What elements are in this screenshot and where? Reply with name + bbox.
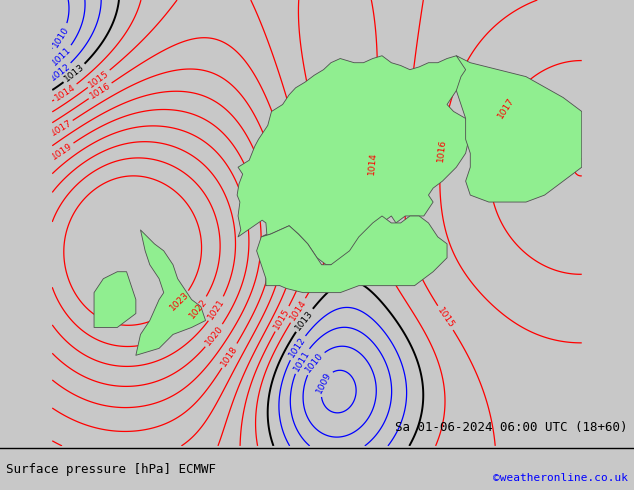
- Text: 1012: 1012: [48, 62, 72, 83]
- Text: 1022: 1022: [188, 296, 209, 320]
- Text: 1012: 1012: [287, 336, 307, 360]
- Text: 1011: 1011: [51, 45, 74, 67]
- Text: 1016: 1016: [88, 81, 112, 101]
- Text: 1018: 1018: [219, 344, 240, 368]
- Text: 1014: 1014: [53, 82, 77, 102]
- Text: 1016: 1016: [436, 139, 447, 162]
- Text: 1015: 1015: [273, 307, 292, 331]
- Text: 1014: 1014: [367, 151, 378, 175]
- Text: 1009: 1009: [314, 370, 333, 395]
- Text: 1023: 1023: [168, 291, 191, 313]
- Text: Sa 01-06-2024 06:00 UTC (18+60): Sa 01-06-2024 06:00 UTC (18+60): [395, 421, 628, 434]
- Text: 1019: 1019: [50, 141, 74, 161]
- Text: 1015: 1015: [435, 306, 456, 330]
- Text: 1017: 1017: [49, 118, 74, 138]
- Text: 1017: 1017: [496, 96, 516, 120]
- Text: 1013: 1013: [63, 63, 86, 84]
- Text: 1020: 1020: [204, 324, 225, 347]
- Text: 1021: 1021: [206, 297, 226, 321]
- Text: 1011: 1011: [292, 348, 311, 373]
- Text: 1010: 1010: [304, 351, 326, 374]
- Text: ©weatheronline.co.uk: ©weatheronline.co.uk: [493, 472, 628, 483]
- Text: 1013: 1013: [294, 308, 315, 332]
- Text: 1010: 1010: [51, 24, 71, 49]
- Text: 1014: 1014: [288, 298, 308, 322]
- Text: Surface pressure [hPa] ECMWF: Surface pressure [hPa] ECMWF: [6, 463, 216, 476]
- Text: 1015: 1015: [87, 69, 111, 89]
